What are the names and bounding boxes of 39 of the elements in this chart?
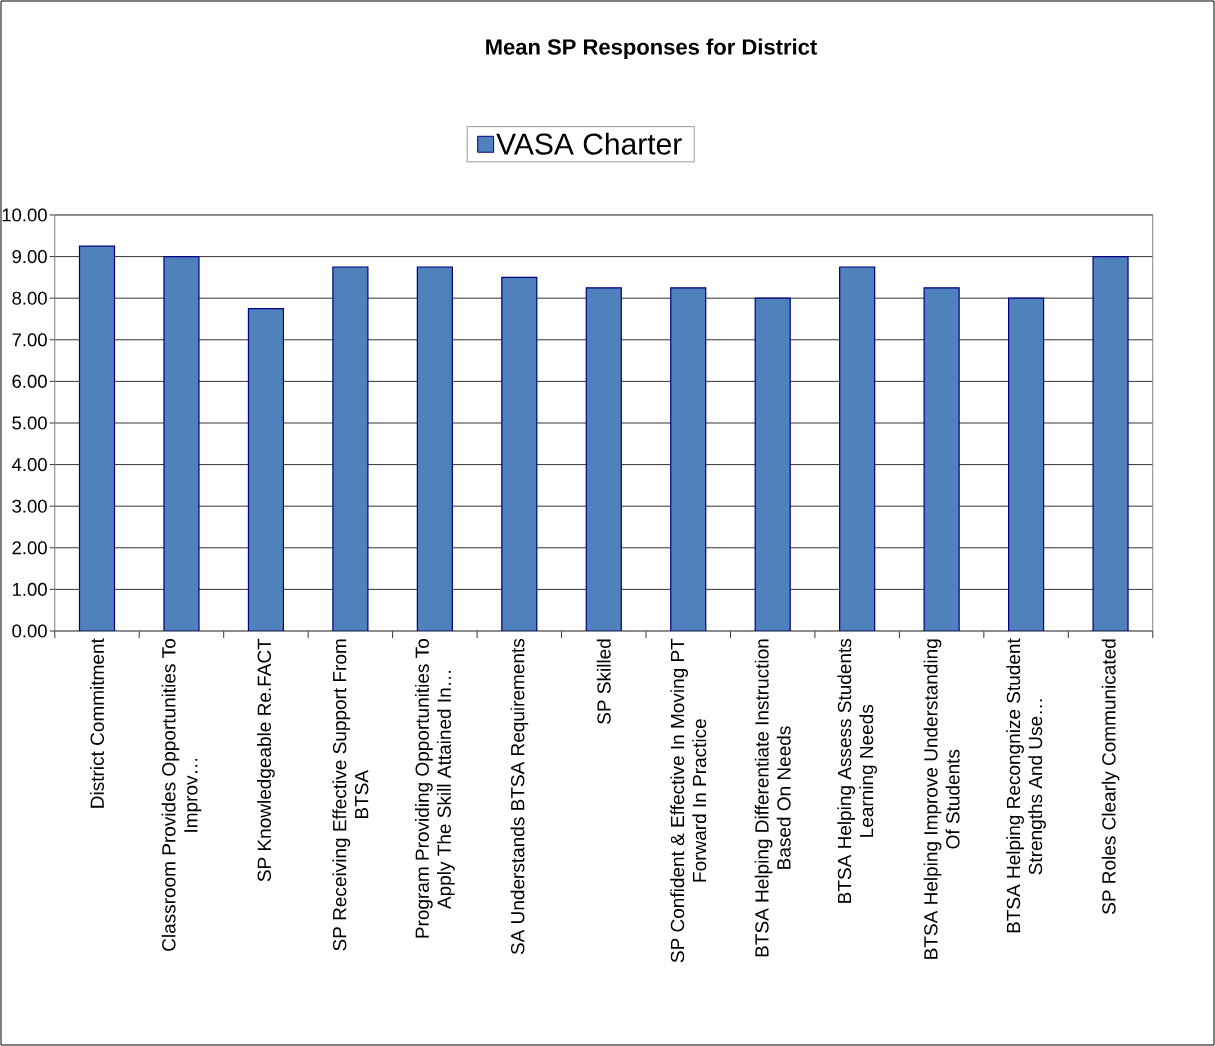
y-tick-label: 9.00 [12, 250, 47, 264]
bar [1092, 255, 1129, 631]
bar [501, 276, 538, 631]
bar [585, 287, 622, 631]
x-tick-label: SP Roles Clearly Communicated [1101, 639, 1120, 914]
y-tick-label: 0.00 [12, 624, 47, 638]
x-tick-label: SP Skilled [596, 639, 611, 724]
x-tick-label: BTSA Helping Recongnize Student Strengths And Use… [1006, 638, 1046, 933]
y-tick-label: 4.00 [11, 458, 47, 472]
x-tick-label: BTSA Helping Assess Students Learning Needs [837, 638, 878, 903]
x-tick-label: SP Receiving Effective Support From BTSA [332, 639, 369, 951]
x-tick-label: BTSA Helping Improve Understanding Of Students [923, 639, 960, 959]
y-tick-label: 2.00 [12, 541, 47, 555]
x-tick-label: SA Understands BTSA Requirements [510, 638, 529, 955]
bar [754, 297, 791, 631]
y-tick-label: 6.00 [12, 374, 47, 388]
bar [247, 307, 285, 631]
x-tick-label: Program Providing Opportunities To Apply The Skill Attained In… [415, 639, 455, 938]
bar [1007, 297, 1045, 631]
bar [670, 287, 707, 631]
y-tick-label: 1.00 [12, 582, 47, 596]
x-tick-label: BTSA Helping Differentiate Instruction Based On Needs [754, 639, 791, 957]
bar [163, 255, 200, 631]
legend-label: VASA Charter [496, 132, 682, 155]
x-tick-label: District Commitment [90, 638, 104, 808]
x-tick-label: Classroom Provides Opportunities To Improv… [161, 639, 202, 951]
bar [78, 245, 116, 631]
y-tick-label: 5.00 [12, 416, 47, 430]
y-tick-label: 7.00 [12, 333, 47, 347]
chart-title: Mean SP Responses for District [486, 38, 817, 60]
x-tick-label: SP Confident & Effective In Moving PT Forward In Practice [670, 638, 707, 963]
bar [416, 266, 453, 631]
bar [923, 287, 960, 631]
y-tick-label: 3.00 [12, 499, 47, 513]
y-tick-label: 10.00 [2, 208, 47, 222]
bar [839, 266, 876, 631]
bar [332, 266, 369, 631]
y-tick-label: 8.00 [12, 291, 47, 305]
x-tick-label: SP Knowledgeable Re.FACT [257, 638, 275, 882]
